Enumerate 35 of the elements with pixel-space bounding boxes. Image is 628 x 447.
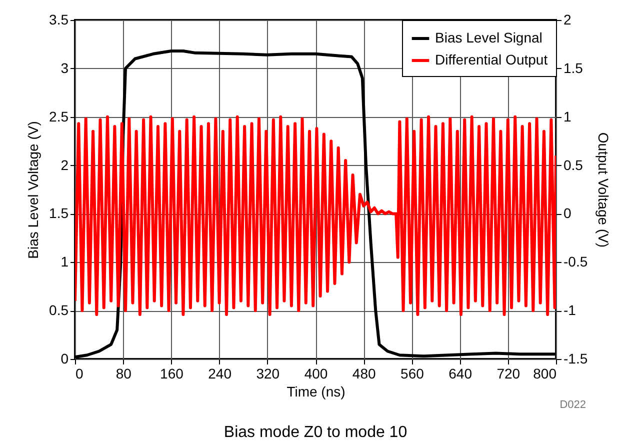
line-series (75, 115, 556, 316)
x-tick-label: 640 (448, 366, 472, 382)
x-tick-label: 400 (304, 366, 328, 382)
x-axis-title: Time (ns) (286, 384, 346, 400)
legend-label: Differential Output (435, 52, 548, 68)
x-tick-label: 160 (160, 366, 184, 382)
y-axis-title: Bias Level Voltage (V) (25, 121, 42, 259)
y-tick-label: 2 (60, 156, 69, 173)
x-tick-label: 320 (256, 366, 280, 382)
x-tick-label: 240 (208, 366, 232, 382)
text: Bias mode Z0 to mode 10 (224, 424, 408, 441)
y-tick-label: 2.5 (49, 108, 69, 124)
legend-label: Bias Level Signal (435, 30, 542, 46)
y2-axis-title: Output Voltage (V) (596, 132, 612, 248)
y-tick-label: 0 (60, 350, 69, 366)
y2-tick-label: 1.5 (564, 60, 584, 76)
y2-tick-label: -1.5 (564, 350, 588, 366)
y2-tick-label: -0.5 (564, 254, 588, 270)
x-tick-label: 80 (116, 366, 132, 382)
x-tick-label: 480 (352, 366, 376, 382)
text: D022 (560, 399, 586, 411)
x-tick-label: 720 (496, 366, 520, 382)
y2-tick-label: 0.5 (564, 156, 584, 173)
y-tick-label: 0.5 (49, 302, 69, 318)
y-tick-label: 1 (60, 254, 69, 270)
y-tick-label: 1.5 (49, 205, 69, 222)
y2-tick-label: -1 (564, 302, 576, 318)
y-tick-label: 3 (60, 60, 69, 76)
x-tick-label: 560 (400, 366, 424, 382)
x-tick-label: 0 (76, 366, 84, 382)
y2-tick-label: 1 (564, 108, 572, 124)
y2-tick-label: 0 (564, 205, 572, 222)
x-tick-label: 800 (533, 366, 557, 382)
y2-tick-label: 2 (564, 12, 572, 28)
y-tick-label: 3.5 (49, 12, 69, 28)
